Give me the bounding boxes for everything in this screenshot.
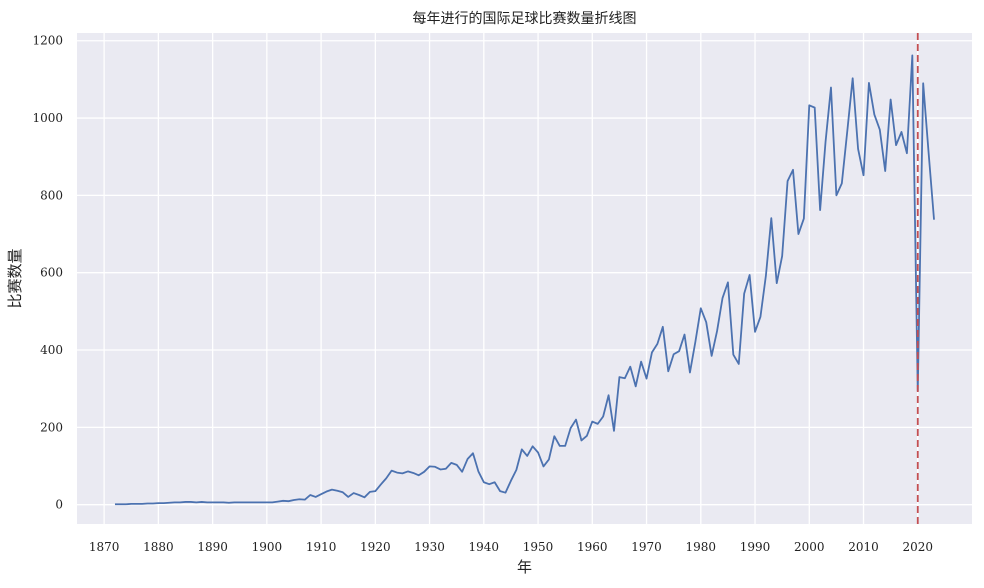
- x-tick-label: 2000: [794, 540, 825, 554]
- y-tick-labels: 0 200 400 600 800 1000 1200: [32, 34, 63, 512]
- y-tick-label: 800: [40, 188, 63, 202]
- y-axis-title: 比赛数量: [6, 248, 24, 308]
- plot-background: [77, 33, 972, 524]
- x-tick-label: 2010: [848, 540, 879, 554]
- x-tick-label: 1960: [577, 540, 608, 554]
- y-tick-label: 1000: [32, 111, 63, 125]
- x-tick-label: 1920: [360, 540, 391, 554]
- x-tick-label: 1880: [143, 540, 174, 554]
- x-tick-label: 1970: [631, 540, 662, 554]
- y-tick-label: 600: [40, 266, 63, 280]
- grid-layer: [77, 33, 972, 524]
- x-tick-label: 2020: [902, 540, 933, 554]
- x-tick-label: 1940: [469, 540, 500, 554]
- x-axis-title: 年: [517, 558, 532, 576]
- x-tick-label: 1980: [686, 540, 717, 554]
- x-tick-label: 1890: [197, 540, 228, 554]
- chart-title: 每年进行的国际足球比赛数量折线图: [413, 11, 637, 27]
- y-tick-label: 200: [40, 420, 63, 434]
- x-tick-label: 1990: [740, 540, 771, 554]
- x-tick-label: 1930: [414, 540, 445, 554]
- x-tick-labels: 1870 1880 1890 1900 1910 1920 1930 1940 1950 1960…: [89, 540, 933, 554]
- y-tick-label: 400: [40, 343, 63, 357]
- y-tick-label: 0: [55, 498, 63, 512]
- x-tick-label: 1950: [523, 540, 554, 554]
- series-line: [114, 54, 935, 506]
- x-tick-label: 1910: [306, 540, 337, 554]
- x-tick-label: 1900: [252, 540, 283, 554]
- y-tick-label: 1200: [32, 34, 63, 48]
- x-tick-label: 1870: [89, 540, 120, 554]
